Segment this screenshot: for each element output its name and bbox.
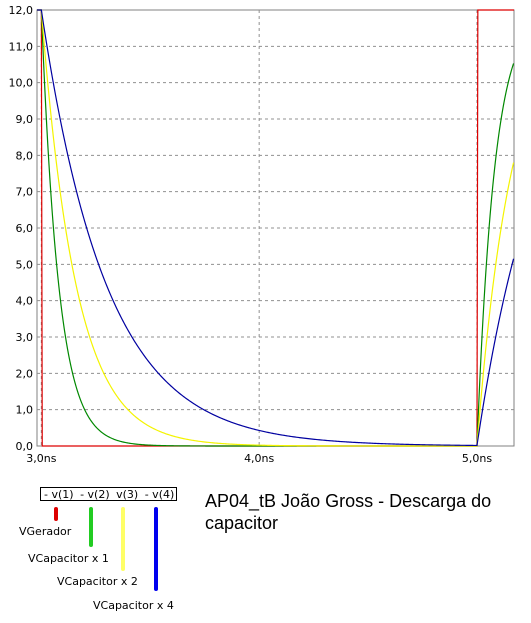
y-tick-labels: 0,0 1,0 2,0 3,0 4,0 5,0 6,0 7,0 8,0 9,0 10,0 11,0 12… — [9, 4, 34, 453]
chart-title: AP04_tB João Gross - Descarga do capacit… — [205, 491, 492, 533]
grid-lines — [37, 10, 514, 446]
y-tick-label: 11,0 — [9, 40, 34, 53]
legend-entry-v3: v(3) — [116, 488, 139, 501]
marker-vcapacitor-4 — [154, 507, 158, 591]
marker-vcapacitor-1 — [89, 507, 93, 547]
signal-label-vcapacitor-1: VCapacitor x 1 — [28, 552, 109, 565]
y-tick-label: 3,0 — [16, 331, 34, 344]
y-tick-label: 1,0 — [16, 404, 34, 417]
legend-box: - v(1) - v(2) v(3) - v(4) — [40, 487, 177, 501]
signal-label-vgerador: VGerador — [19, 525, 72, 538]
x-tick-label: 3,0ns — [26, 452, 56, 465]
legend-entry-v2: - v(2) — [80, 488, 110, 501]
y-tick-label: 4,0 — [16, 295, 34, 308]
legend-entry-v1: - v(1) — [44, 488, 74, 501]
legend-entry-v4: - v(4) — [144, 488, 175, 501]
x-tick-label: 5,0ns — [462, 452, 492, 465]
series-lines — [37, 9, 515, 447]
series-line-4 — [37, 9, 515, 447]
y-tick-label: 7,0 — [16, 186, 34, 199]
y-tick-label: 2,0 — [16, 367, 34, 380]
signal-label-vcapacitor-2: VCapacitor x 2 — [57, 575, 138, 588]
y-tick-label: 9,0 — [16, 113, 34, 126]
y-tick-label: 5,0 — [16, 258, 34, 271]
x-tick-label: 4,0ns — [244, 452, 274, 465]
signal-label-vcapacitor-4: VCapacitor x 4 — [93, 599, 174, 612]
series-line-3 — [37, 9, 515, 447]
x-tick-labels: 3,0ns 4,0ns 5,0ns — [26, 452, 492, 465]
y-tick-label: 10,0 — [9, 77, 34, 90]
y-tick-label: 8,0 — [16, 149, 34, 162]
marker-vcapacitor-2 — [121, 507, 125, 571]
y-tick-label: 6,0 — [16, 222, 34, 235]
plot-area: 0,0 1,0 2,0 3,0 4,0 5,0 6,0 7,0 8,0 9,0 10,0 11,0 12… — [9, 4, 515, 465]
marker-vgerador — [54, 507, 58, 521]
y-tick-label: 0,0 — [16, 440, 34, 453]
y-tick-label: 12,0 — [9, 4, 34, 17]
plot-frame — [36, 9, 515, 447]
